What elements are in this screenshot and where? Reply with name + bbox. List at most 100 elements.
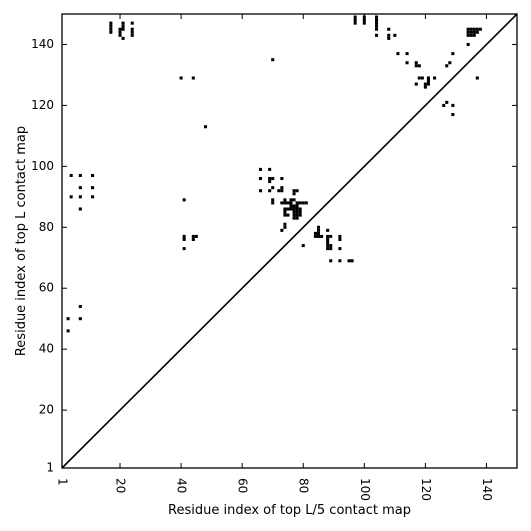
x-axis-ticks: 1 20 40 60 80 100 120 140 [56, 14, 494, 501]
contact-point [109, 24, 113, 28]
contact-point [320, 234, 324, 238]
contact-point [375, 18, 379, 22]
contact-point [78, 304, 82, 309]
contact-point [387, 27, 391, 31]
contact-point [109, 21, 113, 25]
contact-point [121, 27, 125, 31]
contact-point [338, 234, 342, 238]
contact-point [182, 198, 186, 202]
contact-point [426, 79, 430, 83]
contact-point [414, 64, 418, 68]
contact-point [362, 18, 366, 22]
contact-point [289, 204, 293, 208]
contact-point [182, 237, 186, 241]
contact-point [316, 228, 321, 232]
y-tick-label: 100 [31, 159, 54, 173]
contact-point [387, 33, 391, 37]
y-tick-label: 60 [39, 281, 54, 295]
x-tick-label: 40 [175, 478, 189, 493]
contact-point [298, 210, 302, 214]
contact-point [280, 228, 284, 232]
contact-point [283, 207, 287, 211]
contact-point [118, 30, 122, 34]
contact-point [91, 186, 95, 190]
contact-point [295, 204, 299, 208]
contact-point [304, 201, 308, 205]
contact-point [301, 201, 305, 205]
contact-point [329, 234, 333, 238]
contact-point [472, 30, 476, 34]
contact-point [469, 33, 473, 37]
contact-point [326, 228, 330, 232]
contact-point [414, 61, 418, 65]
contact-point [475, 27, 479, 31]
contact-point [283, 198, 287, 202]
contact-point [283, 210, 287, 214]
contact-point [353, 18, 357, 22]
contact-point [179, 76, 183, 80]
contact-point [326, 234, 330, 238]
contact-point [329, 259, 333, 263]
contact-point [292, 207, 296, 211]
contact-point [414, 82, 418, 86]
y-tick-label: 120 [31, 98, 54, 112]
contact-point [271, 201, 275, 205]
contact-point [91, 173, 95, 178]
contact-point [286, 201, 290, 205]
contact-point [182, 247, 186, 251]
contact-point [130, 27, 134, 31]
contact-point [191, 237, 195, 241]
contact-point [289, 198, 293, 202]
x-tick-label: 140 [480, 478, 494, 501]
contact-point [69, 173, 73, 178]
contact-point [258, 177, 263, 181]
contact-point [121, 24, 125, 28]
contact-point [191, 76, 195, 80]
contact-point [286, 213, 290, 217]
contact-point [78, 317, 82, 321]
y-tick-label: 40 [39, 342, 54, 356]
y-tick-label: 140 [31, 37, 54, 51]
contact-point [396, 52, 400, 56]
contact-point [268, 180, 272, 184]
contact-point [387, 36, 391, 40]
contact-point [66, 329, 70, 333]
contact-point [326, 244, 330, 248]
contact-point [329, 247, 333, 251]
contact-point [466, 27, 470, 31]
contact-point [475, 30, 479, 34]
contact-point [316, 234, 321, 238]
contact-point [405, 61, 409, 65]
contact-point [375, 27, 379, 31]
contact-point [338, 237, 342, 241]
contact-point [258, 167, 263, 171]
contact-point [295, 201, 299, 205]
contact-point [347, 259, 351, 263]
contact-point [466, 33, 470, 37]
contact-point [295, 216, 299, 220]
y-tick-label: 20 [39, 403, 54, 417]
contact-point [326, 237, 330, 241]
contact-point [292, 198, 296, 202]
contact-point [283, 213, 287, 217]
contact-point [417, 76, 421, 80]
contact-point [292, 216, 296, 220]
contact-point [316, 225, 321, 229]
contact-point [451, 103, 455, 107]
y-tick-label: 1 [46, 461, 54, 475]
x-tick-label: 60 [236, 478, 250, 493]
contact-point [417, 64, 421, 68]
contact-point [445, 100, 449, 104]
contact-point [478, 27, 482, 31]
contact-point [295, 189, 299, 193]
contact-point [295, 210, 299, 214]
contact-point [466, 30, 470, 34]
contact-point [283, 222, 287, 226]
contact-point [469, 30, 473, 34]
contact-point [280, 201, 284, 205]
contact-point [420, 76, 424, 80]
contact-point [78, 173, 82, 178]
x-tick-label: 1 [56, 478, 70, 486]
contact-point [375, 15, 379, 19]
